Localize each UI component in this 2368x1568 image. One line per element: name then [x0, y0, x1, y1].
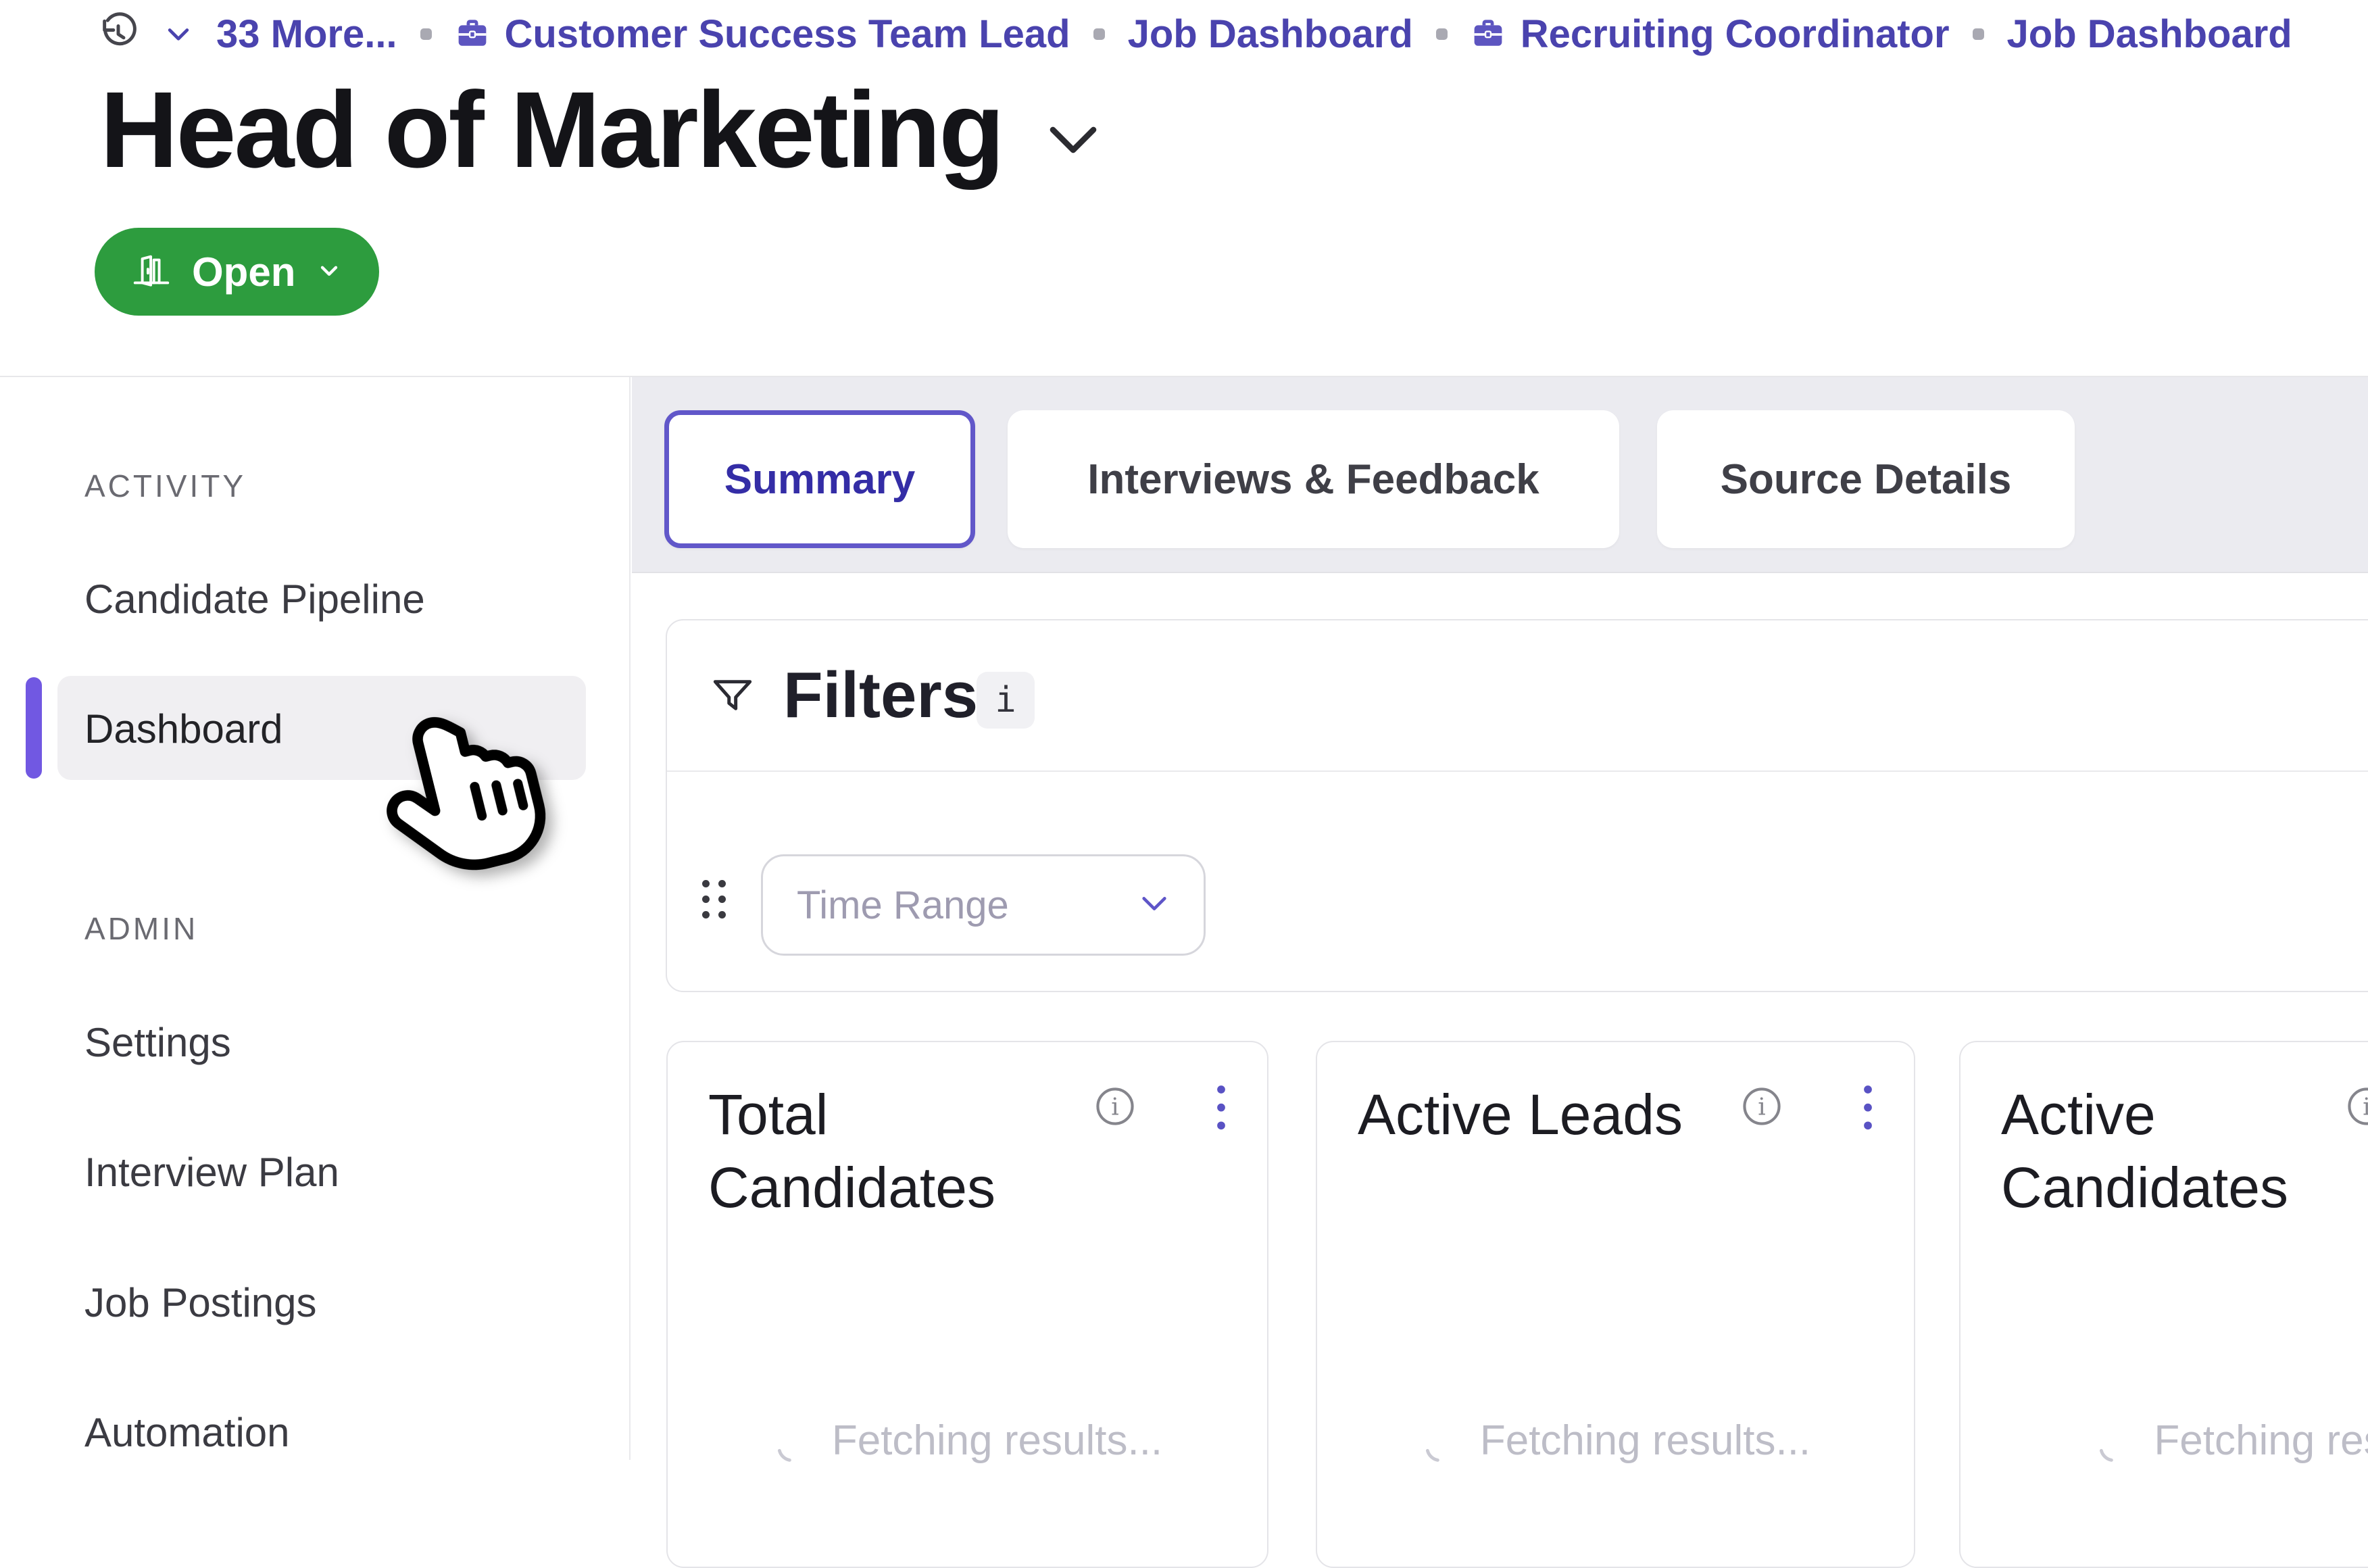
sidebar-item-candidate-pipeline[interactable]: Candidate Pipeline [84, 577, 425, 622]
title-chevron-down-icon[interactable] [1042, 120, 1104, 164]
sidebar-item-interview-plan[interactable]: Interview Plan [84, 1150, 339, 1195]
metric-card-active-leads: Active Leads i F [1316, 1041, 1915, 1568]
breadcrumb-link[interactable]: Customer Success Team Lead [504, 11, 1070, 56]
metric-card-active-candidates: Active Candidates i [1959, 1041, 2368, 1568]
breadcrumb-separator [420, 28, 432, 40]
breadcrumb-separator [1972, 28, 1984, 40]
loading-text: Fetching results... [1479, 1417, 1811, 1464]
metric-card-total-candidates: Total Candidates i [666, 1041, 1268, 1568]
open-door-icon [131, 250, 172, 294]
svg-text:i: i [1111, 1094, 1118, 1121]
filters-title: Filters [783, 659, 979, 731]
time-range-dropdown[interactable]: Time Range [761, 854, 1206, 956]
header-divider [0, 376, 2368, 377]
sidebar-item-automation[interactable]: Automation [84, 1410, 290, 1455]
drag-handle-icon[interactable] [702, 880, 726, 918]
filters-info-badge[interactable]: i [977, 672, 1035, 729]
page-title: Head of Marketing [100, 69, 1005, 190]
info-icon[interactable]: i [2344, 1084, 2368, 1132]
card-title: Total Candidates [708, 1083, 995, 1219]
filters-panel: Filters i Time Range [666, 619, 2368, 992]
sidebar-item-label: Dashboard [84, 706, 283, 752]
breadcrumb-link[interactable]: Job Dashboard [2006, 11, 2292, 56]
briefcase-icon [1471, 16, 1506, 51]
sidebar-item-settings[interactable]: Settings [84, 1020, 231, 1065]
info-icon[interactable]: i [1093, 1084, 1137, 1132]
sidebar-item-job-postings[interactable]: Job Postings [84, 1280, 317, 1325]
svg-text:i: i [2363, 1094, 2368, 1121]
sidebar-selected-indicator [26, 677, 42, 779]
info-icon[interactable]: i [1740, 1084, 1784, 1132]
loading-indicator: Fetching results... [668, 1411, 1267, 1471]
sidebar: ACTIVITY Candidate Pipeline Dashboard AD… [0, 377, 631, 1460]
kebab-menu-icon[interactable] [1863, 1083, 1873, 1137]
main-content: Summary Interviews & Feedback Source Det… [632, 377, 2368, 1568]
filter-funnel-icon [709, 673, 756, 725]
svg-text:i: i [1758, 1094, 1765, 1121]
page-header: 33 More... Customer Success Team Lead Jo… [0, 0, 2368, 376]
loading-indicator: Fetching res [1960, 1411, 2368, 1471]
history-icon[interactable] [96, 11, 141, 56]
loading-text: Fetching res [2154, 1417, 2368, 1464]
breadcrumb-more[interactable]: 33 More... [216, 11, 397, 56]
open-button-label: Open [192, 249, 296, 295]
card-title: Active Leads [1358, 1083, 1683, 1146]
job-status-open-button[interactable]: Open [95, 228, 380, 316]
breadcrumb-link[interactable]: Recruiting Coordinator [1520, 11, 1950, 56]
dropdown-chevron-down-icon [1139, 892, 1170, 918]
breadcrumb-link[interactable]: Job Dashboard [1127, 11, 1413, 56]
tab-source-details[interactable]: Source Details [1657, 410, 2075, 548]
spinner-icon [2094, 1428, 2133, 1471]
open-button-chevron-down-icon [316, 257, 343, 287]
tab-interviews-feedback[interactable]: Interviews & Feedback [1008, 410, 1619, 548]
card-title: Active Candidates [2001, 1083, 2288, 1219]
breadcrumb-separator [1435, 28, 1448, 40]
sidebar-section-admin: ADMIN [84, 911, 199, 946]
tab-summary[interactable]: Summary [664, 410, 975, 548]
breadcrumb: 33 More... Customer Success Team Lead Jo… [96, 4, 2292, 64]
sidebar-item-dashboard[interactable]: Dashboard [57, 676, 586, 780]
chevron-down-icon[interactable] [164, 19, 193, 49]
kebab-menu-icon[interactable] [1216, 1083, 1227, 1137]
loading-text: Fetching results... [831, 1417, 1163, 1464]
breadcrumb-separator [1093, 28, 1105, 40]
loading-indicator: Fetching results... [1317, 1411, 1914, 1471]
filters-divider [667, 770, 2368, 772]
sidebar-section-activity: ACTIVITY [84, 468, 247, 504]
spinner-icon [1421, 1428, 1460, 1471]
briefcase-icon [455, 16, 490, 51]
spinner-icon [772, 1428, 812, 1471]
time-range-placeholder: Time Range [797, 883, 1009, 927]
